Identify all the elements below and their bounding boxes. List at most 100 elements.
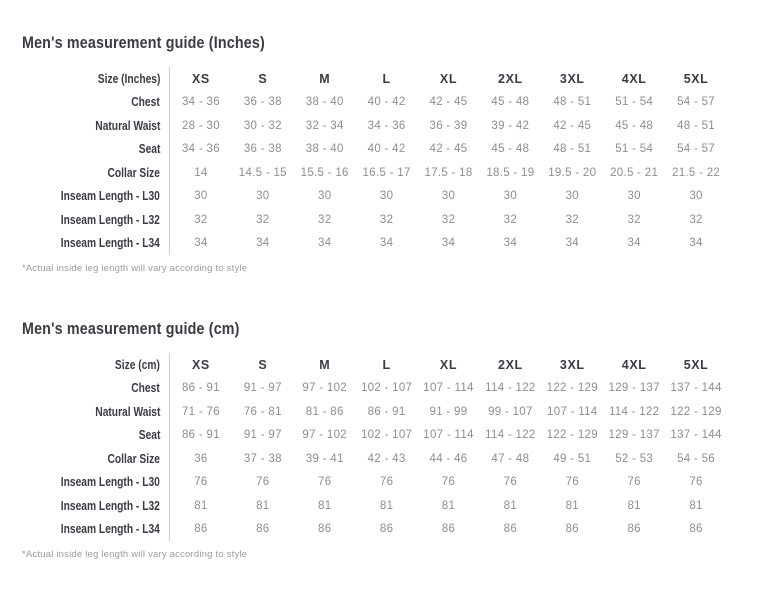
value-cell-inseam-length-l34: 34 [503,237,518,250]
value-cell-inseam-length-l34: 86 [627,523,641,536]
value-cell-seat: 114 - 122 [485,429,536,442]
size-label-header-text: Size (cm) [114,357,160,372]
size-label-header: Size (cm) [22,353,170,377]
column-header-xl: XL [439,357,458,372]
row-label-seat: Seat [22,423,170,447]
value-cell-inseam-length-l34: 34 [256,237,270,250]
cm-guide-section: Men's measurement guide (cm) Size (cm) XS… [22,319,727,561]
value-cell-natural-waist: 122 - 129 [670,405,722,418]
row-label-collar-size-text: Collar Size [107,451,160,466]
column-header-3xl: 3XL [559,357,585,372]
column-header-xs: XS [192,357,210,372]
value-cell-inseam-length-l34: 34 [194,237,208,250]
cm-size-table: Size (cm) XS S M L XL 2XL 3XL 4XL 5XL Chest 86 - 91… [22,353,727,541]
value-cell-inseam-length-l32: 81 [689,499,703,512]
value-cell-seat: 129 - 137 [608,429,660,442]
row-label-inseam-length-l34-text: Inseam Length - L34 [60,236,160,251]
value-cell-chest: 42 - 45 [429,96,468,109]
value-cell-chest: 40 - 42 [367,96,406,109]
row-label-chest: Chest [22,90,170,114]
inches-size-table: Size (Inches) XS S M L XL 2XL 3XL 4XL 5XL Chest 34 … [22,67,727,255]
value-cell-natural-waist: 71 - 76 [181,405,220,418]
value-cell-inseam-length-l30: 30 [318,190,332,203]
size-label-header-text: Size (Inches) [97,71,160,86]
row-label-inseam-length-l30-text: Inseam Length - L30 [60,189,160,204]
value-cell-chest: 114 - 122 [485,382,536,395]
value-cell-inseam-length-l30: 76 [256,476,270,489]
value-cell-inseam-length-l30: 30 [441,190,456,203]
row-label-chest-text: Chest [131,95,160,110]
value-cell-chest: 48 - 51 [553,96,592,109]
value-cell-inseam-length-l32: 81 [503,499,518,512]
value-cell-collar-size: 17.5 - 18 [424,166,473,179]
column-header-5xl: 5XL [683,71,709,86]
value-cell-inseam-length-l30: 30 [689,190,703,203]
value-cell-chest: 137 - 144 [670,382,722,395]
value-cell-inseam-length-l34: 34 [565,237,579,250]
value-cell-natural-waist: 114 - 122 [608,405,660,418]
row-label-natural-waist-text: Natural Waist [94,404,160,419]
value-cell-seat: 45 - 48 [491,143,530,156]
value-cell-inseam-length-l32: 32 [565,213,579,226]
value-cell-chest: 34 - 36 [181,96,220,109]
value-cell-collar-size: 52 - 53 [615,452,654,465]
row-label-natural-waist: Natural Waist [22,400,170,424]
value-cell-seat: 122 - 129 [546,429,598,442]
value-cell-inseam-length-l32: 32 [318,213,332,226]
inches-guide-title-text: Men's measurement guide (Inches) [22,33,265,52]
value-cell-collar-size: 18.5 - 19 [486,166,535,179]
value-cell-inseam-length-l34: 34 [379,237,394,250]
column-header-l: L [382,357,391,372]
column-header-s: S [258,357,268,372]
value-cell-seat: 54 - 57 [677,143,715,156]
row-label-inseam-length-l30-text: Inseam Length - L30 [60,475,160,490]
value-cell-natural-waist: 86 - 91 [367,405,406,418]
value-cell-collar-size: 39 - 41 [305,452,344,465]
value-cell-seat: 48 - 51 [553,143,592,156]
value-cell-inseam-length-l30: 30 [379,190,394,203]
column-header-m: M [319,357,331,372]
value-cell-chest: 54 - 57 [677,96,715,109]
value-cell-inseam-length-l34: 34 [627,237,641,250]
value-cell-collar-size: 19.5 - 20 [548,166,597,179]
row-label-inseam-length-l30: Inseam Length - L30 [22,184,170,208]
inches-guide-section: Men's measurement guide (Inches) Size (I… [22,33,727,275]
value-cell-inseam-length-l32: 81 [565,499,579,512]
column-header-3xl: 3XL [559,71,585,86]
value-cell-chest: 51 - 54 [615,96,654,109]
value-cell-inseam-length-l34: 34 [441,237,456,250]
value-cell-inseam-length-l30: 76 [565,476,579,489]
value-cell-natural-waist: 42 - 45 [553,119,592,132]
value-cell-natural-waist: 34 - 36 [367,119,406,132]
value-cell-natural-waist: 99 - 107 [488,405,533,418]
value-cell-collar-size: 14 [194,166,208,179]
value-cell-seat: 97 - 102 [302,429,348,442]
column-header-2xl: 2XL [498,71,523,86]
column-header-m: M [319,71,331,86]
row-label-seat-text: Seat [138,428,160,443]
inches-footnote: *Actual inside leg length will vary acco… [22,263,248,274]
value-cell-inseam-length-l30: 76 [503,476,518,489]
value-cell-collar-size: 15.5 - 16 [300,166,349,179]
column-header-l: L [382,71,391,86]
value-cell-chest: 129 - 137 [608,382,660,395]
value-cell-natural-waist: 36 - 39 [429,119,468,132]
value-cell-inseam-length-l34: 86 [441,523,456,536]
value-cell-natural-waist: 32 - 34 [305,119,344,132]
value-cell-inseam-length-l30: 30 [194,190,208,203]
value-cell-inseam-length-l32: 32 [503,213,518,226]
value-cell-natural-waist: 48 - 51 [677,119,715,132]
row-label-inseam-length-l30: Inseam Length - L30 [22,470,170,494]
value-cell-chest: 36 - 38 [243,96,282,109]
value-cell-natural-waist: 91 - 99 [429,405,468,418]
value-cell-inseam-length-l34: 34 [318,237,332,250]
value-cell-natural-waist: 81 - 86 [305,405,344,418]
row-label-inseam-length-l32-text: Inseam Length - L32 [60,498,160,513]
value-cell-collar-size: 44 - 46 [429,452,468,465]
value-cell-collar-size: 20.5 - 21 [610,166,659,179]
row-label-chest: Chest [22,376,170,400]
value-cell-seat: 51 - 54 [615,143,654,156]
value-cell-chest: 122 - 129 [546,382,598,395]
value-cell-inseam-length-l34: 86 [565,523,579,536]
